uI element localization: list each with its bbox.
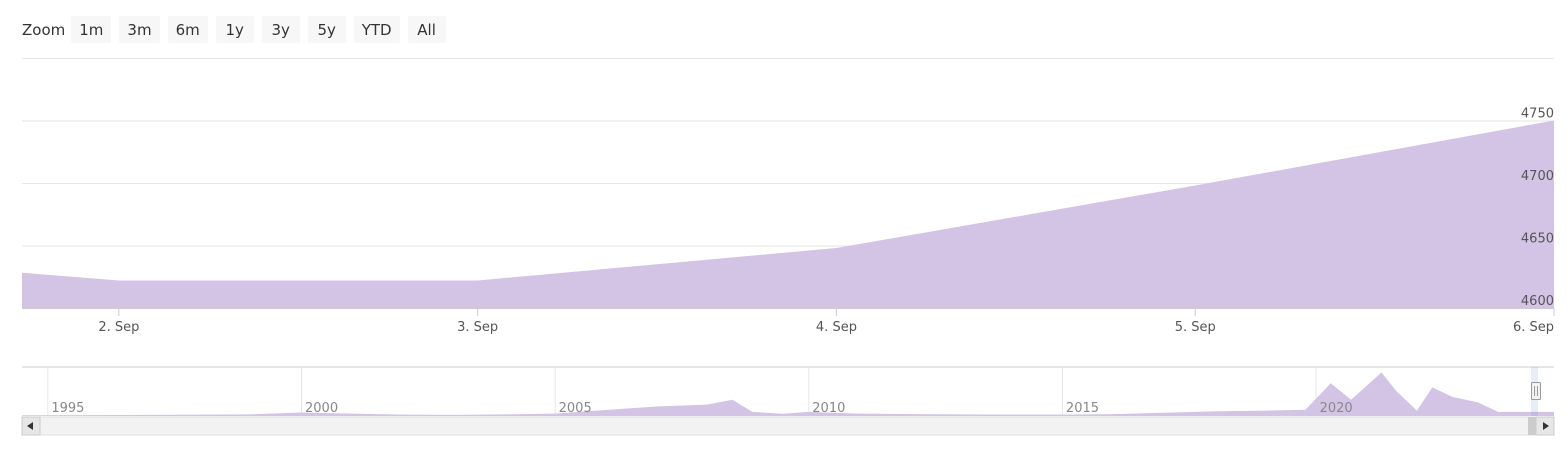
zoom-1y-button[interactable]: 1y (215, 16, 254, 43)
x-tick-label-3: 5. Sep (1175, 320, 1216, 335)
navigator-handle-box[interactable] (1531, 382, 1541, 400)
y-tick-label-4700: 4700 (1521, 169, 1554, 184)
y-tick-label-4750: 4750 (1521, 107, 1554, 122)
y-axis: 4600 4650 4700 4750 (1521, 107, 1554, 310)
price-area (22, 120, 1554, 308)
navigator-label-2015: 2015 (1066, 401, 1099, 416)
navigator: 1995 2000 2005 2010 2015 2020 (22, 366, 1554, 416)
x-tick-label-0: 2. Sep (98, 320, 139, 335)
y-tick-label-4650: 4650 (1521, 232, 1554, 247)
navigator-grid (47, 367, 1317, 416)
zoom-label: Zoom (22, 20, 66, 39)
y-tick-label-4600: 4600 (1521, 294, 1554, 309)
arrow-left-icon (27, 422, 33, 430)
navigator-label-1995: 1995 (51, 401, 84, 416)
zoom-ytd-button[interactable]: YTD (353, 16, 400, 43)
scrollbar-track[interactable] (21, 416, 1555, 436)
zoom-6m-button[interactable]: 6m (167, 16, 208, 43)
scrollbar-thumb[interactable] (1528, 417, 1536, 435)
x-axis: 2. Sep 3. Sep 4. Sep 5. Sep 6. Sep (22, 308, 1555, 335)
zoom-3y-button[interactable]: 3y (261, 16, 300, 43)
navigator-label-2020: 2020 (1320, 401, 1353, 416)
scrollbar[interactable] (21, 416, 1555, 436)
navigator-label-2010: 2010 (812, 401, 845, 416)
x-tick-label-4: 6. Sep (1513, 320, 1554, 335)
zoom-1m-button[interactable]: 1m (71, 16, 112, 43)
navigator-area (22, 372, 1554, 416)
zoom-bar: Zoom 1m 3m 6m 1y 3y 5y YTD All (22, 16, 454, 43)
x-tick-label-1: 3. Sep (457, 320, 498, 335)
zoom-5y-button[interactable]: 5y (307, 16, 346, 43)
navigator-handle[interactable] (1531, 382, 1541, 400)
arrow-right-icon (1543, 422, 1549, 430)
x-tick-label-2: 4. Sep (816, 320, 857, 335)
zoom-3m-button[interactable]: 3m (119, 16, 160, 43)
navigator-label-2000: 2000 (305, 401, 338, 416)
navigator-labels: 1995 2000 2005 2010 2015 2020 (51, 401, 1352, 416)
zoom-all-button[interactable]: All (407, 16, 446, 43)
navigator-label-2005: 2005 (559, 401, 592, 416)
